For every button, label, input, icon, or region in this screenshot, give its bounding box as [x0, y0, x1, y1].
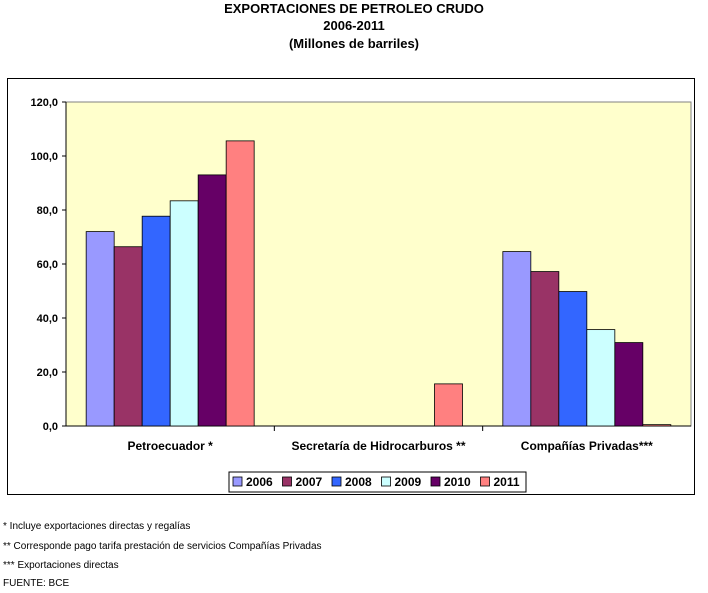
bar-2011 — [225, 140, 255, 427]
footnote-2: ** Corresponde pago tarifa prestación de… — [3, 541, 322, 552]
y-tick-label: 40,0 — [37, 313, 58, 325]
bar-2007 — [530, 271, 560, 427]
y-tick-label: 0,0 — [43, 421, 58, 433]
legend-swatch-2009 — [381, 476, 391, 487]
legend-swatch-2006 — [232, 476, 243, 487]
chart-title: EXPORTACIONES DE PETROLEO CRUDO — [224, 1, 484, 16]
footnote-1: * Incluye exportaciones directas y regal… — [3, 521, 191, 532]
bar-2009 — [586, 329, 616, 427]
bar-2011 — [434, 383, 463, 427]
legend-label: 2006 — [246, 475, 273, 489]
y-tick-label: 60,0 — [37, 259, 58, 271]
footnote-3: *** Exportaciones directas — [3, 560, 119, 571]
legend-label: 2007 — [296, 475, 323, 489]
bar-2011 — [642, 424, 672, 427]
chart-units: (Millones de barriles) — [288, 36, 420, 51]
legend-label: 2009 — [395, 475, 422, 489]
legend-label: 2011 — [494, 475, 520, 489]
bar-2010 — [197, 174, 227, 427]
bar-2008 — [141, 215, 171, 427]
legend — [228, 471, 527, 493]
y-tick-label: 80,0 — [37, 205, 58, 217]
bar-2010 — [614, 342, 644, 427]
x-category-label: Petroecuador * — [127, 439, 213, 453]
legend-swatch-2007 — [282, 476, 292, 487]
y-tick-label: 120,0 — [30, 97, 58, 109]
bar-2007 — [113, 246, 143, 427]
y-tick-label: 100,0 — [30, 151, 58, 163]
footnote-source: FUENTE: BCE — [3, 578, 70, 589]
chart-subtitle: 2006-2011 — [323, 18, 385, 33]
legend-label: 2010 — [444, 475, 471, 489]
bar-2006 — [502, 251, 532, 427]
bar-2008 — [558, 291, 588, 427]
x-category-label: Compañías Privadas*** — [521, 439, 653, 453]
x-category-label: Secretaría de Hidrocarburos ** — [291, 439, 465, 453]
bar-2006 — [85, 231, 115, 427]
bar-2009 — [169, 200, 199, 427]
legend-swatch-2008 — [331, 476, 342, 487]
y-tick-label: 20,0 — [37, 367, 58, 379]
legend-swatch-2011 — [480, 476, 490, 487]
legend-label: 2008 — [345, 475, 372, 489]
legend-swatch-2010 — [430, 476, 441, 487]
